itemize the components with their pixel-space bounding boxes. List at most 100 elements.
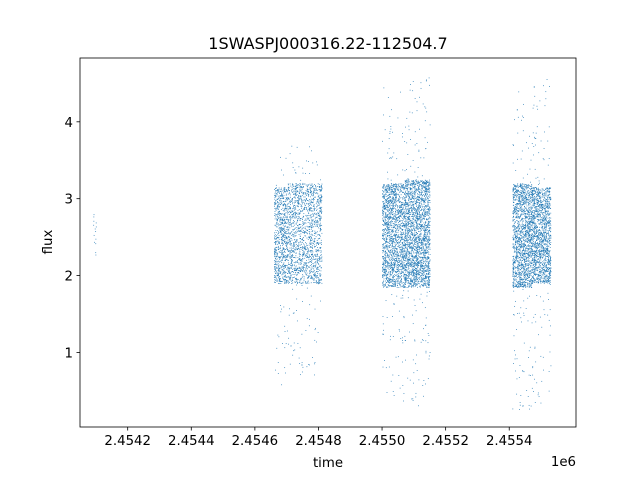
data-point [405, 194, 406, 196]
data-point [280, 256, 282, 258]
data-point [302, 254, 304, 256]
data-point [304, 231, 306, 233]
data-point [415, 216, 417, 218]
data-point [276, 246, 278, 248]
data-point [391, 271, 393, 273]
data-point [308, 203, 309, 205]
data-point [295, 253, 297, 254]
data-point [296, 320, 298, 322]
data-point [428, 358, 430, 360]
data-point [283, 255, 285, 257]
data-point [286, 226, 288, 228]
data-point [284, 251, 285, 252]
data-point [311, 194, 313, 196]
data-point [387, 254, 388, 256]
data-point [288, 236, 290, 238]
data-point [295, 268, 297, 270]
data-point [295, 235, 297, 237]
data-point [300, 230, 302, 232]
data-point [316, 269, 318, 271]
data-point [274, 266, 276, 268]
data-point [292, 210, 294, 212]
data-point [289, 193, 291, 194]
data-point [390, 191, 392, 192]
data-point [397, 209, 399, 211]
data-point [305, 192, 307, 194]
data-point [396, 218, 398, 220]
data-point [282, 239, 284, 241]
data-point [404, 245, 405, 247]
data-point [275, 259, 277, 261]
data-point [401, 197, 403, 199]
data-point [274, 254, 275, 256]
data-point [389, 259, 391, 261]
data-point [419, 182, 420, 184]
data-point [386, 229, 388, 231]
data-point [300, 279, 302, 281]
data-point [383, 269, 385, 270]
data-point [277, 237, 279, 239]
data-point [284, 239, 285, 241]
data-point [388, 255, 390, 257]
data-point [309, 250, 311, 251]
data-point [402, 245, 404, 246]
data-point [390, 194, 392, 196]
data-point [388, 254, 390, 256]
data-point [401, 187, 403, 189]
data-point [417, 226, 419, 228]
data-point [413, 270, 414, 271]
data-point [406, 213, 408, 215]
data-point [424, 208, 426, 210]
data-point [382, 238, 383, 239]
data-point [299, 198, 301, 200]
data-point [306, 237, 308, 239]
data-point [398, 186, 400, 187]
data-point [282, 205, 284, 207]
data-point [417, 228, 419, 230]
data-point [416, 280, 418, 282]
data-point [421, 224, 423, 225]
data-point [424, 233, 426, 235]
data-point [283, 228, 285, 230]
data-point [287, 186, 289, 188]
data-point [298, 249, 300, 251]
data-point [307, 249, 309, 251]
data-point [407, 154, 409, 155]
data-point [402, 272, 404, 274]
data-point [287, 220, 289, 221]
data-point [297, 210, 299, 211]
data-point [279, 256, 281, 258]
data-point [383, 240, 385, 241]
data-point [314, 272, 316, 274]
data-point [402, 213, 404, 215]
data-point [286, 204, 288, 206]
data-point [389, 131, 391, 133]
data-point [386, 226, 387, 228]
data-point [407, 232, 409, 234]
data-point [288, 214, 290, 216]
data-point [425, 182, 427, 184]
data-point [405, 231, 407, 233]
data-point [303, 248, 305, 250]
data-point [416, 227, 418, 229]
data-point [400, 211, 401, 213]
data-point [390, 128, 392, 130]
data-point [383, 184, 385, 186]
data-point [402, 272, 404, 273]
data-point [398, 199, 400, 200]
data-point [387, 235, 389, 237]
data-point [413, 208, 415, 210]
data-point [304, 183, 306, 185]
data-point [291, 239, 293, 241]
data-point [308, 212, 309, 214]
data-point [288, 232, 290, 234]
data-point [393, 269, 394, 271]
data-point [276, 218, 278, 220]
data-point [294, 193, 296, 195]
data-point [409, 216, 411, 218]
data-point [311, 217, 312, 219]
data-point [283, 218, 285, 220]
data-point [307, 256, 309, 258]
data-point [299, 251, 301, 253]
data-point [307, 218, 309, 220]
